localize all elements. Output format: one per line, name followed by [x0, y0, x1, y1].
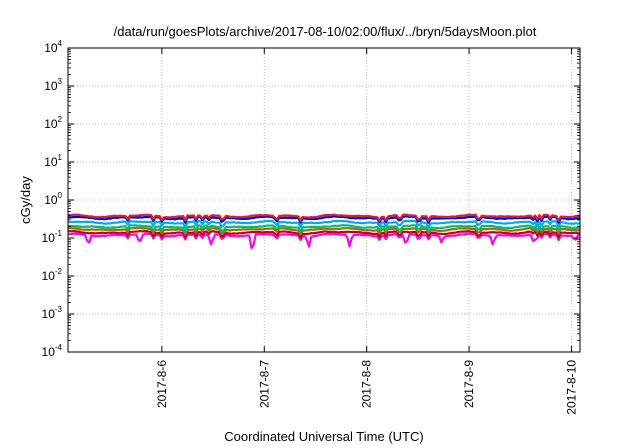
series-line-3: [67, 226, 581, 236]
x-tick-label: 2017-8-10: [564, 360, 578, 415]
series-line-4: [67, 224, 581, 234]
series-lines: [67, 213, 581, 250]
x-tick-label: 2017-8-8: [360, 360, 374, 408]
chart-title: /data/run/goesPlots/archive/2017-08-10/0…: [114, 24, 537, 39]
y-tick-label: 102: [44, 115, 62, 131]
y-tick-label: 10-4: [42, 343, 63, 359]
series-line-6: [67, 215, 581, 224]
series-line-2: [67, 229, 581, 240]
series-line-1: [67, 232, 581, 250]
y-tick-label: 10-2: [42, 267, 63, 283]
x-tick-label: 2017-8-6: [155, 360, 169, 408]
y-axis-label: cGy/day: [18, 176, 33, 224]
x-axis-ticks: 2017-8-6 2017-8-7 2017-8-8 2017-8-9 2017-8-1…: [155, 48, 578, 415]
x-tick-label: 2017-8-7: [257, 360, 271, 408]
y-axis-ticks: 10-4 10-3 10-2 10-1 100 101 102 103 104: [42, 39, 580, 359]
grid: [68, 48, 580, 352]
y-tick-label: 10-3: [42, 305, 63, 321]
y-tick-label: 103: [44, 77, 62, 93]
y-tick-label: 100: [44, 191, 62, 207]
x-tick-label: 2017-8-9: [462, 360, 476, 408]
y-tick-label: 101: [44, 153, 62, 169]
series-line-7: [67, 213, 581, 223]
y-tick-label: 10-1: [42, 229, 63, 245]
series-line-5: [67, 219, 581, 229]
x-axis-label: Coordinated Universal Time (UTC): [224, 429, 423, 444]
y-tick-label: 104: [44, 39, 62, 55]
